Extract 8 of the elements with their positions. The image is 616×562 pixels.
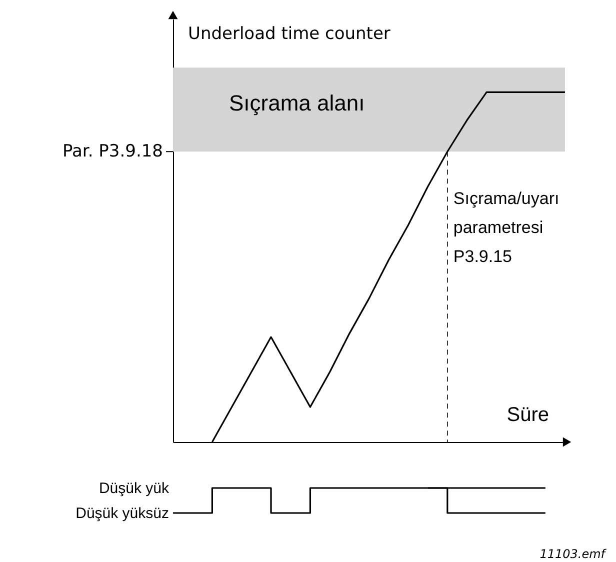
annotation: Düşük yüksüz — [76, 505, 169, 522]
ref-line-label: Par. P3.9.18 — [62, 142, 163, 162]
y-axis-title: Underload time counter — [188, 24, 390, 44]
annotation: Düşük yük — [98, 480, 170, 497]
annotation: Sıçrama/uyarı parametresi P3.9.15 — [453, 189, 560, 266]
text: 11103.emf — [540, 547, 607, 561]
x-axis-title: Süre — [506, 404, 549, 426]
band-label: Sıçrama alanı — [229, 90, 365, 116]
